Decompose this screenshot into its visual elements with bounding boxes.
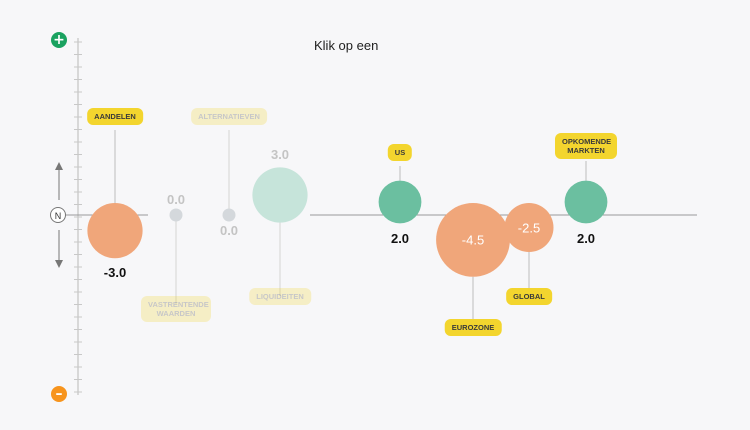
category-tag[interactable]: OPKOMENDE MARKTEN — [555, 133, 617, 159]
value-label: 2.0 — [390, 231, 410, 247]
category-tag[interactable]: LIQUIDEITEN — [249, 288, 311, 305]
category-tag[interactable]: EUROZONE — [444, 319, 502, 336]
value-label: -2.5 — [517, 220, 541, 235]
value-label: -4.5 — [461, 232, 485, 248]
bubble-eurozone[interactable] — [436, 203, 510, 277]
bubble-vastrentende-waarden[interactable] — [169, 208, 183, 222]
value-label: 0.0 — [166, 192, 186, 207]
bubble-us[interactable] — [378, 180, 422, 224]
plus-icon[interactable]: + — [51, 32, 67, 48]
value-label: 3.0 — [270, 147, 290, 163]
category-tag[interactable]: AANDELEN — [87, 108, 143, 125]
bubble-aandelen[interactable] — [87, 203, 143, 259]
bubble-alternatieven[interactable] — [222, 208, 236, 222]
page-title: Klik op een — [314, 38, 379, 53]
down-arrow-head-icon — [55, 260, 63, 268]
category-tag[interactable]: ALTERNATIEVEN — [191, 108, 267, 125]
up-arrow-head-icon — [55, 162, 63, 170]
value-label: 0.0 — [219, 223, 239, 238]
neutral-marker: N — [50, 207, 66, 223]
value-label: 2.0 — [576, 231, 596, 247]
category-tag[interactable]: GLOBAL — [506, 288, 552, 305]
minus-icon[interactable]: – — [51, 386, 67, 402]
value-label: -3.0 — [103, 265, 127, 281]
category-tag[interactable]: US — [387, 144, 413, 161]
category-tag[interactable]: VASTRENTENDE WAARDEN — [141, 296, 211, 322]
bubble-opkomende-markten[interactable] — [564, 180, 608, 224]
bubble-liquideiten[interactable] — [252, 167, 308, 223]
bubble-global[interactable] — [504, 203, 554, 252]
